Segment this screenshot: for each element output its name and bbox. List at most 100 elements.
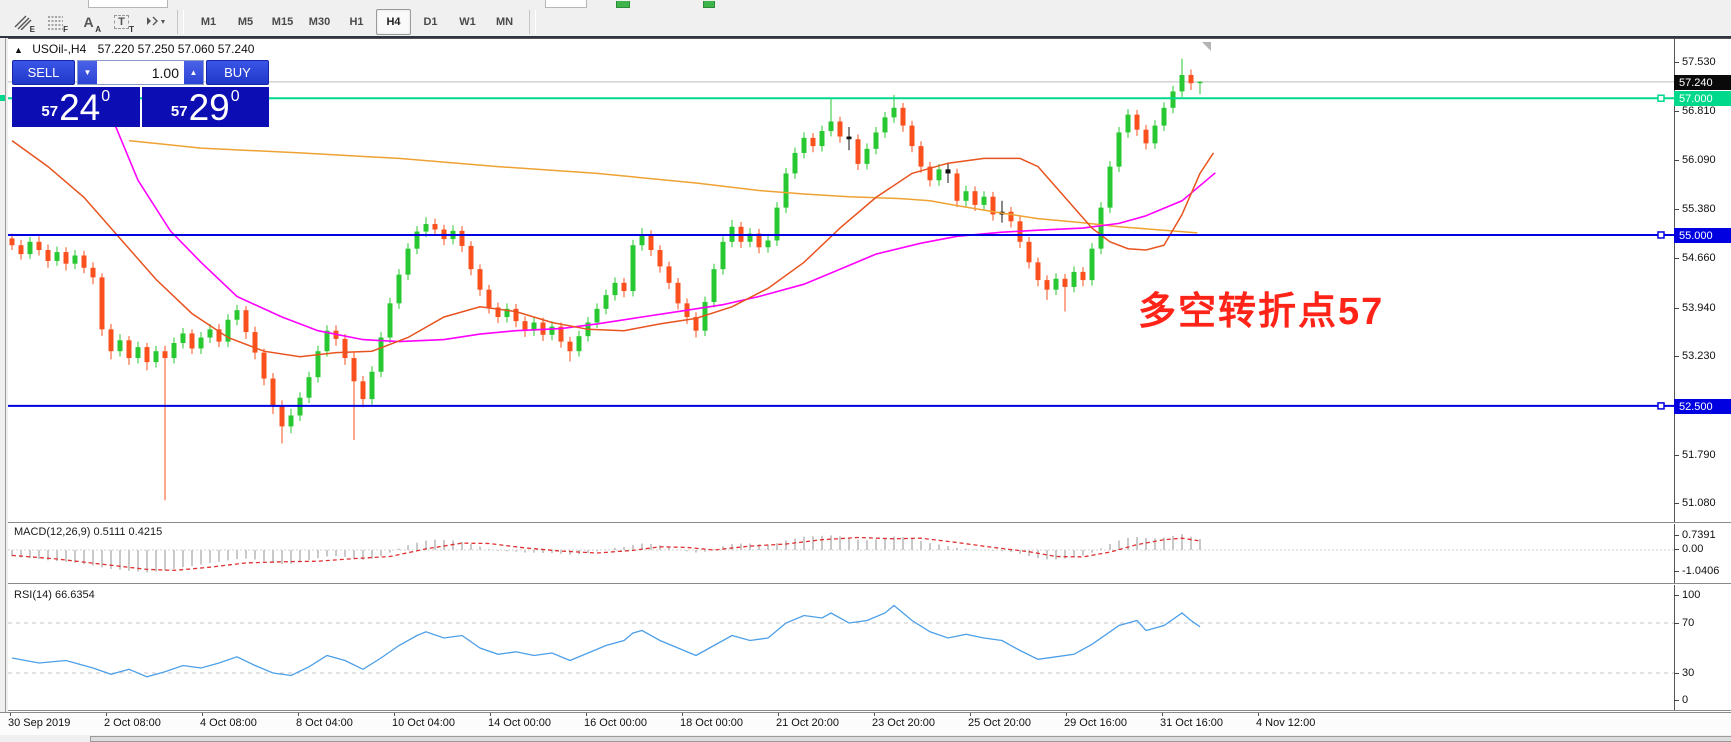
price-tick-53.940-label: 53.940 <box>1682 302 1716 314</box>
time-tick <box>1066 713 1067 716</box>
volume-input[interactable]: 1.00 <box>151 64 179 81</box>
rsi-axis-70-label: 70 <box>1682 617 1695 629</box>
timeframe-button-m15[interactable]: M15 <box>271 16 294 28</box>
chart-macd-divider[interactable] <box>8 522 1731 524</box>
time-axis[interactable]: 30 Sep 2019 2 Oct 08:00 4 Oct 08:00 8 Oct 0… <box>0 712 1731 736</box>
time-tick <box>490 713 491 716</box>
collapse-triangle-icon[interactable]: ▲ <box>14 45 23 55</box>
timeframe-button-h1[interactable]: H1 <box>349 16 364 28</box>
price-tick-55.380-label: 55.380 <box>1682 203 1716 215</box>
chart-plot-area[interactable] <box>8 38 1674 713</box>
price-tick-56.090-tick <box>1674 160 1679 161</box>
macd-rsi-divider[interactable] <box>8 583 1731 585</box>
price-tick-56.810-tick <box>1674 111 1679 112</box>
time-label: 31 Oct 16:00 <box>1160 717 1223 729</box>
price-level-box-55.000: 55.000 <box>1674 228 1731 243</box>
price-scale-column[interactable] <box>1674 38 1731 712</box>
price-level-box-52.500: 52.500 <box>1674 399 1731 414</box>
rsi-axis-30-label: 30 <box>1682 667 1695 679</box>
time-tick <box>682 713 683 716</box>
toolbar-divider <box>0 36 1731 38</box>
clipped-button-fragment <box>545 0 587 8</box>
ask-prefix: 57 <box>170 103 188 120</box>
chart-shift-marker-icon[interactable] <box>1202 42 1211 51</box>
price-tick-51.790-label: 51.790 <box>1682 449 1716 461</box>
clipped-input-fragment <box>88 0 168 8</box>
time-tick <box>10 713 11 716</box>
time-tick <box>778 713 779 716</box>
clipped-green-fragment <box>616 1 630 8</box>
chart-text-annotation: 多空转折点57 <box>1138 291 1385 333</box>
time-tick <box>874 713 875 716</box>
time-label: 4 Oct 08:00 <box>200 717 257 729</box>
macd-indicator-label: MACD(12,26,9) 0.5111 0.4215 <box>14 526 163 538</box>
time-label: 10 Oct 04:00 <box>392 717 455 729</box>
macd-axis-0.7391-label: 0.7391 <box>1682 529 1716 541</box>
ask-big-digits: 29 <box>188 87 230 128</box>
clipped-green-fragment <box>703 1 715 8</box>
equidistant-channel-tool-icon[interactable]: E <box>6 9 39 36</box>
one-click-trading-panel: SELL ▼ 1.00 ▲ BUY 57 24 0 57 29 0 <box>12 60 269 127</box>
price-level-box-57.000: 57.000 <box>1674 91 1731 106</box>
rsi-axis-70-tick <box>1674 623 1679 624</box>
rsi-axis-0-tick <box>1674 700 1679 701</box>
time-label: 14 Oct 00:00 <box>488 717 551 729</box>
price-tick-55.380-tick <box>1674 209 1679 210</box>
ask-pipette: 0 <box>230 88 240 105</box>
sell-button[interactable]: SELL <box>12 60 75 85</box>
volume-increase-button[interactable]: ▲ <box>184 61 203 84</box>
volume-decrease-button[interactable]: ▼ <box>78 61 97 84</box>
timeframe-group: M1 M5 M15 M30 H1 H4 D1 W1 MN <box>190 9 523 35</box>
macd-axis-0.7391-tick <box>1674 535 1679 536</box>
time-tick <box>202 713 203 716</box>
fibonacci-retracement-tool-icon[interactable]: F <box>47 16 68 34</box>
buy-button[interactable]: BUY <box>206 60 269 85</box>
time-tick <box>298 713 299 716</box>
time-label: 30 Sep 2019 <box>8 717 71 729</box>
bottom-strip <box>0 735 1731 742</box>
rsi-indicator-label: RSI(14) 66.6354 <box>14 589 95 601</box>
timeframe-button-mn[interactable]: MN <box>495 16 514 28</box>
timeframe-button-m1[interactable]: M1 <box>200 16 217 28</box>
price-tick-51.080-tick <box>1674 503 1679 504</box>
rsi-axis-30-tick <box>1674 673 1679 674</box>
macd-axis-0.00-label: 0.00 <box>1682 543 1704 555</box>
time-tick <box>1162 713 1163 716</box>
time-label: 18 Oct 00:00 <box>680 717 743 729</box>
price-tick-51.080-label: 51.080 <box>1682 497 1716 509</box>
macd-axis-0.00-tick <box>1674 549 1679 550</box>
price-tick-56.810-label: 56.810 <box>1682 105 1716 117</box>
timeframe-button-m5[interactable]: M5 <box>237 16 254 28</box>
green-line-left-anchor <box>0 95 5 101</box>
bid-prefix: 57 <box>41 103 59 120</box>
time-label: 16 Oct 00:00 <box>584 717 647 729</box>
price-level-box-57.240: 57.240 <box>1674 75 1731 90</box>
price-tick-53.230-tick <box>1674 356 1679 357</box>
timeframe-button-w1[interactable]: W1 <box>459 16 476 28</box>
time-tick <box>970 713 971 716</box>
timeframe-button-m30[interactable]: M30 <box>308 16 331 28</box>
time-tick <box>1258 713 1259 716</box>
price-tick-57.530-label: 57.530 <box>1682 56 1716 68</box>
timeframe-button-d1[interactable]: D1 <box>423 16 438 28</box>
bid-big-digits: 24 <box>59 87 101 128</box>
bid-price-display[interactable]: 57 24 0 <box>12 87 140 127</box>
time-label: 8 Oct 04:00 <box>296 717 353 729</box>
timeframe-button-h4[interactable]: H4 <box>376 9 411 35</box>
toolbar-separator <box>529 10 536 34</box>
ask-price-display[interactable]: 57 29 0 <box>141 87 269 128</box>
price-tick-51.790-tick <box>1674 455 1679 456</box>
rsi-axis-0-label: 0 <box>1682 694 1689 706</box>
time-tick <box>394 713 395 716</box>
time-label: 21 Oct 20:00 <box>776 717 839 729</box>
arrows-objects-tool-icon[interactable] <box>138 9 171 36</box>
horizontal-scrollbar[interactable] <box>90 736 1731 742</box>
ohlc-values: 57.220 57.250 57.060 57.240 <box>97 42 255 56</box>
time-label: 4 Nov 12:00 <box>1256 717 1316 729</box>
rsi-bottom-divider <box>8 710 1731 712</box>
